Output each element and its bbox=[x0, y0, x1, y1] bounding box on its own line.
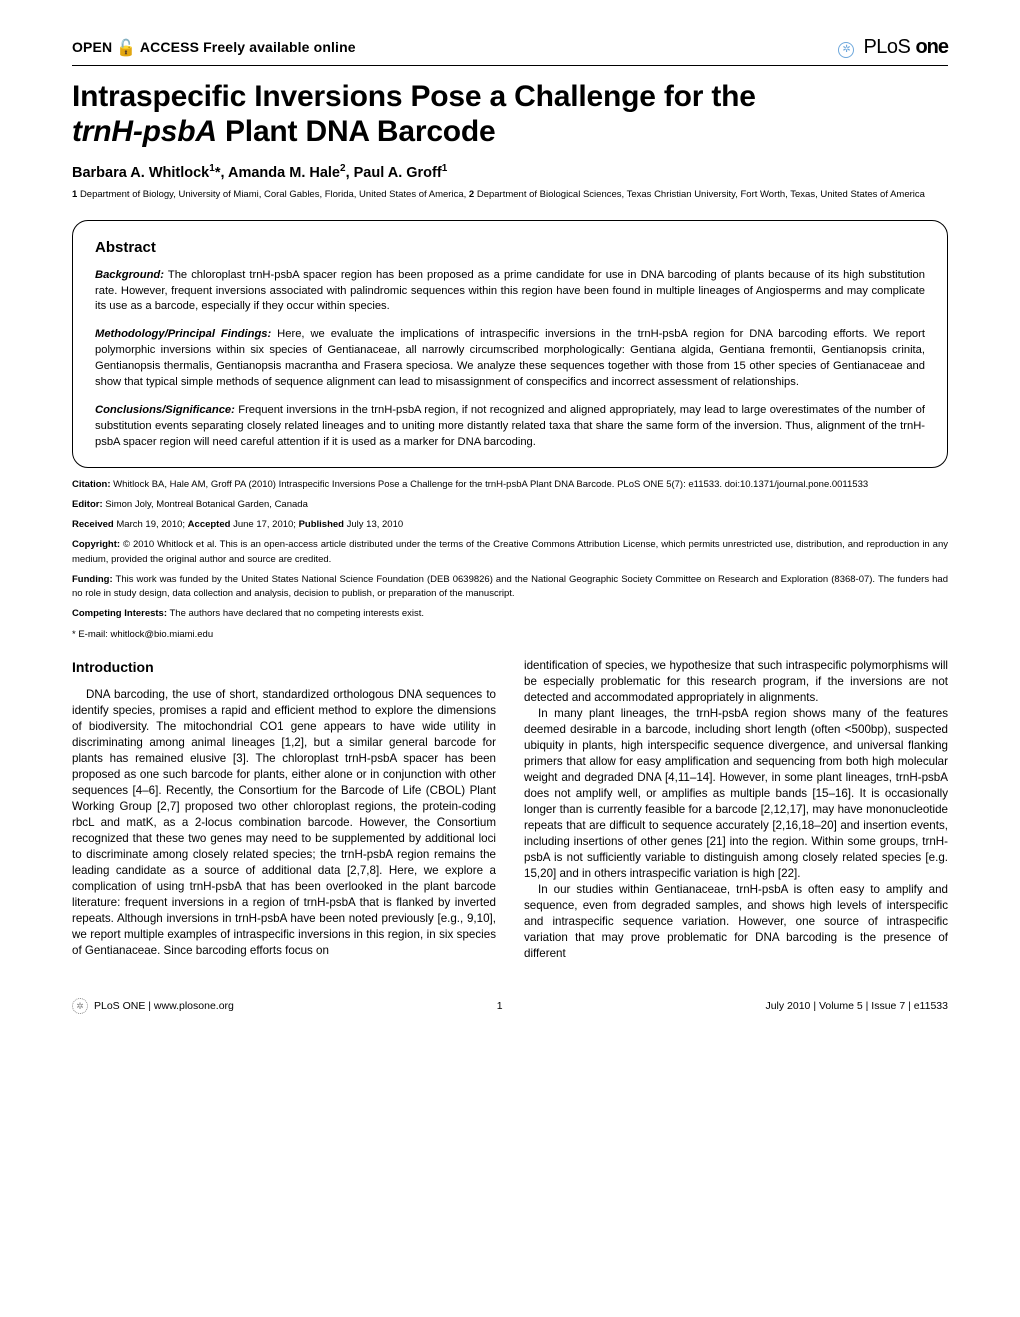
authors: Barbara A. Whitlock1*, Amanda M. Hale2, … bbox=[72, 163, 948, 181]
meta-block: Citation: Whitlock BA, Hale AM, Groff PA… bbox=[72, 478, 948, 642]
author-1: Barbara A. Whitlock bbox=[72, 165, 209, 181]
footer-page-number: 1 bbox=[497, 1000, 503, 1012]
author-2-aff: 2 bbox=[340, 163, 346, 174]
article-title: Intraspecific Inversions Pose a Challeng… bbox=[72, 80, 948, 149]
intro-heading: Introduction bbox=[72, 658, 496, 677]
abstract-box: Abstract Background: The chloroplast trn… bbox=[72, 220, 948, 468]
citation-label: Citation: bbox=[72, 479, 111, 490]
abstract-con-lead: Conclusions/Significance: bbox=[95, 404, 235, 416]
meta-email: * E-mail: whitlock@bio.miami.edu bbox=[72, 628, 948, 642]
published-label: Published bbox=[299, 519, 344, 530]
intro-p4: In our studies within Gentianaceae, trnH… bbox=[524, 882, 948, 962]
oa-tag: Freely available online bbox=[203, 39, 356, 55]
plos-footer-icon: ✲ bbox=[72, 998, 88, 1014]
column-left: Introduction DNA barcoding, the use of s… bbox=[72, 658, 496, 962]
journal-logo: ✲ PLoS one bbox=[838, 36, 948, 59]
aff-1-num: 1 bbox=[72, 189, 77, 200]
journal-suffix: one bbox=[915, 36, 948, 58]
competing-text: The authors have declared that no compet… bbox=[167, 608, 424, 619]
copyright-label: Copyright: bbox=[72, 539, 120, 550]
abstract-conclusions: Conclusions/Significance: Frequent inver… bbox=[95, 403, 925, 451]
abstract-background: Background: The chloroplast trnH-psbA sp… bbox=[95, 268, 925, 316]
email-label: * E-mail: bbox=[72, 629, 108, 640]
title-line2: Plant DNA Barcode bbox=[217, 115, 496, 148]
intro-p1: DNA barcoding, the use of short, standar… bbox=[72, 687, 496, 959]
meta-dates: Received March 19, 2010; Accepted June 1… bbox=[72, 518, 948, 532]
footer-left: ✲ PLoS ONE | www.plosone.org bbox=[72, 998, 234, 1014]
journal-prefix: PLoS bbox=[863, 36, 910, 58]
meta-competing: Competing Interests: The authors have de… bbox=[72, 607, 948, 621]
competing-label: Competing Interests: bbox=[72, 608, 167, 619]
accepted-text: June 17, 2010; bbox=[230, 519, 298, 530]
editor-text: Simon Joly, Montreal Botanical Garden, C… bbox=[103, 499, 308, 510]
abstract-heading: Abstract bbox=[95, 239, 925, 256]
funding-text: This work was funded by the United State… bbox=[72, 574, 948, 599]
title-italic: trnH-psbA bbox=[72, 115, 217, 148]
received-text: March 19, 2010; bbox=[114, 519, 188, 530]
abstract-mth-lead: Methodology/Principal Findings: bbox=[95, 328, 271, 340]
aff-2-text: Department of Biological Sciences, Texas… bbox=[477, 189, 925, 200]
author-1-corr: * bbox=[215, 165, 221, 181]
page-footer: ✲ PLoS ONE | www.plosone.org 1 July 2010… bbox=[72, 992, 948, 1014]
header-rule bbox=[72, 65, 948, 66]
received-label: Received bbox=[72, 519, 114, 530]
intro-p2: identification of species, we hypothesiz… bbox=[524, 658, 948, 706]
email-text: whitlock@bio.miami.edu bbox=[108, 629, 213, 640]
funding-label: Funding: bbox=[72, 574, 113, 585]
meta-copyright: Copyright: © 2010 Whitlock et al. This i… bbox=[72, 538, 948, 567]
editor-label: Editor: bbox=[72, 499, 103, 510]
body-columns: Introduction DNA barcoding, the use of s… bbox=[72, 658, 948, 962]
lock-open-icon: 🔓 bbox=[116, 40, 136, 57]
citation-text: Whitlock BA, Hale AM, Groff PA (2010) In… bbox=[111, 479, 869, 490]
abstract-bg-lead: Background: bbox=[95, 269, 164, 281]
meta-editor: Editor: Simon Joly, Montreal Botanical G… bbox=[72, 498, 948, 512]
plos-globe-icon: ✲ bbox=[838, 42, 854, 58]
aff-1-text: Department of Biology, University of Mia… bbox=[80, 189, 469, 200]
meta-citation: Citation: Whitlock BA, Hale AM, Groff PA… bbox=[72, 478, 948, 492]
author-2: Amanda M. Hale bbox=[228, 165, 340, 181]
top-bar: OPEN 🔓 ACCESS Freely available online ✲ … bbox=[72, 36, 948, 59]
footer-right-text: July 2010 | Volume 5 | Issue 7 | e11533 bbox=[765, 1000, 948, 1012]
author-3: Paul A. Groff bbox=[354, 165, 442, 181]
meta-funding: Funding: This work was funded by the Uni… bbox=[72, 573, 948, 602]
author-3-aff: 1 bbox=[442, 163, 448, 174]
copyright-text: © 2010 Whitlock et al. This is an open-a… bbox=[72, 539, 948, 564]
aff-2-num: 2 bbox=[469, 189, 474, 200]
published-text: July 13, 2010 bbox=[344, 519, 403, 530]
oa-access: ACCESS bbox=[140, 39, 199, 55]
accepted-label: Accepted bbox=[188, 519, 231, 530]
page: OPEN 🔓 ACCESS Freely available online ✲ … bbox=[0, 0, 1020, 1044]
intro-p3: In many plant lineages, the trnH-psbA re… bbox=[524, 706, 948, 882]
affiliations: 1 Department of Biology, University of M… bbox=[72, 189, 948, 202]
title-line1: Intraspecific Inversions Pose a Challeng… bbox=[72, 80, 756, 113]
abstract-bg-text: The chloroplast trnH-psbA spacer region … bbox=[95, 269, 925, 313]
open-access-badge: OPEN 🔓 ACCESS Freely available online bbox=[72, 38, 356, 58]
oa-open: OPEN bbox=[72, 39, 112, 55]
footer-left-text: PLoS ONE | www.plosone.org bbox=[94, 1000, 234, 1012]
abstract-methods: Methodology/Principal Findings: Here, we… bbox=[95, 327, 925, 391]
column-right: identification of species, we hypothesiz… bbox=[524, 658, 948, 962]
